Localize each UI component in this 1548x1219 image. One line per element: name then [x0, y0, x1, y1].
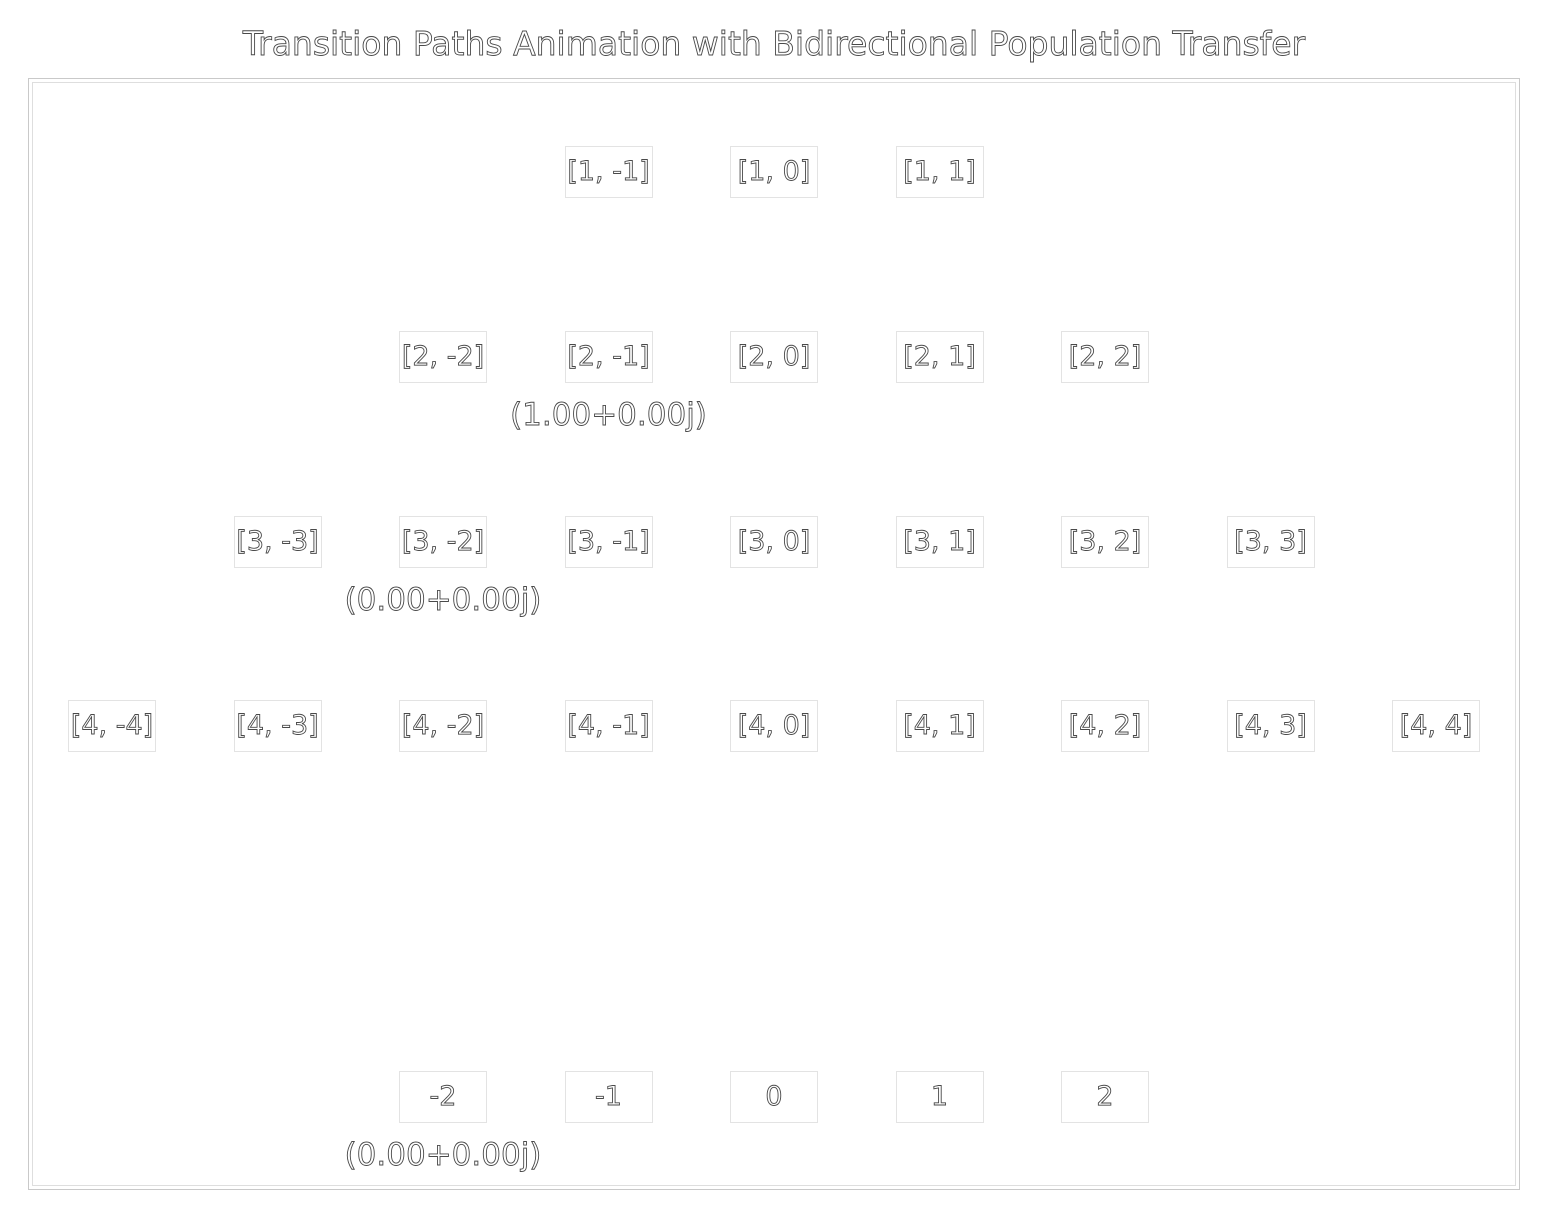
amplitude-label: (0.00+0.00j): [344, 582, 542, 619]
state-node: [4, -2]: [399, 700, 487, 752]
state-node: [4, -3]: [233, 700, 322, 752]
state-node: [2, 0]: [730, 331, 818, 383]
state-node: [3, -1]: [564, 516, 653, 568]
state-node: [4, 3]: [1226, 700, 1315, 752]
state-node: [4, 2]: [1061, 700, 1149, 752]
state-node: [4, 1]: [895, 700, 984, 752]
state-node: [1, 1]: [895, 146, 984, 198]
state-node: [1, -1]: [564, 146, 653, 198]
state-node: [3, 1]: [895, 516, 984, 568]
state-node: 0: [730, 1071, 818, 1123]
state-node: [2, -2]: [399, 331, 487, 383]
state-node: -1: [564, 1071, 653, 1123]
state-node: [3, 2]: [1061, 516, 1149, 568]
diagram-title: Transition Paths Animation with Bidirect…: [242, 24, 1306, 64]
state-node: [3, 3]: [1226, 516, 1315, 568]
state-node: [4, 4]: [1392, 700, 1480, 752]
state-node: [3, -3]: [233, 516, 322, 568]
state-node: [1, 0]: [730, 146, 818, 198]
amplitude-label: (0.00+0.00j): [344, 1137, 542, 1174]
state-node: [4, -4]: [68, 700, 156, 752]
state-node: 1: [895, 1071, 984, 1123]
state-node: [4, -1]: [564, 700, 653, 752]
state-node: [3, 0]: [730, 516, 818, 568]
diagram-frame-outer: [28, 78, 1520, 1190]
state-node: [2, -1]: [564, 331, 653, 383]
diagram-frame-inner: [32, 82, 1516, 1186]
state-node: [4, 0]: [730, 700, 818, 752]
state-node: [3, -2]: [399, 516, 487, 568]
state-node: 2: [1061, 1071, 1149, 1123]
state-node: [2, 2]: [1061, 331, 1149, 383]
amplitude-label: (1.00+0.00j): [510, 397, 708, 434]
state-node: [2, 1]: [895, 331, 984, 383]
state-node: -2: [399, 1071, 487, 1123]
